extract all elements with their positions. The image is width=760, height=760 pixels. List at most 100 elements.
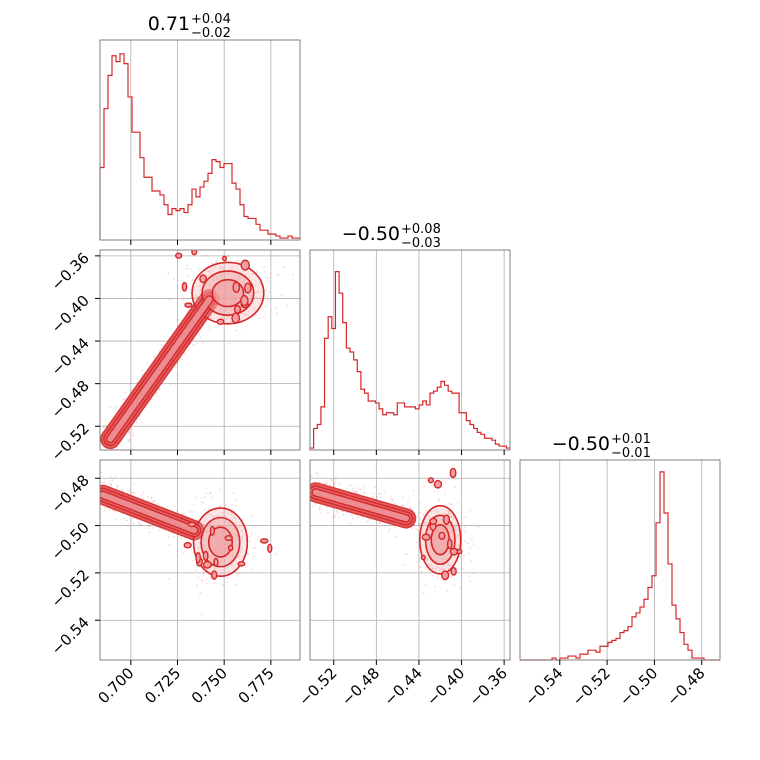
panel-title-value-1: −0.50 bbox=[342, 223, 400, 245]
sample-point bbox=[231, 552, 234, 554]
sample-point bbox=[141, 369, 143, 372]
panel-title-minus-1: −0.03 bbox=[401, 236, 441, 251]
sample-point bbox=[122, 490, 125, 492]
sample-point bbox=[93, 448, 95, 450]
sample-point bbox=[202, 573, 205, 576]
sample-point bbox=[444, 493, 447, 496]
sample-point bbox=[355, 491, 358, 494]
y-tick-label-1-2: −0.44 bbox=[48, 334, 93, 379]
sample-point bbox=[446, 508, 449, 511]
sample-point bbox=[316, 475, 319, 478]
sample-point bbox=[122, 397, 125, 400]
sample-point bbox=[238, 279, 241, 281]
sample-point bbox=[418, 522, 421, 525]
sample-point bbox=[422, 514, 425, 517]
sample-point bbox=[354, 491, 357, 494]
sample-point bbox=[247, 309, 250, 312]
sample-point bbox=[153, 399, 156, 401]
y-tick-label-1-0: −0.52 bbox=[48, 419, 93, 464]
sample-point bbox=[196, 296, 199, 299]
sample-point bbox=[254, 285, 257, 288]
sample-point bbox=[187, 349, 190, 352]
sample-point bbox=[457, 560, 460, 563]
sample-point bbox=[447, 564, 450, 567]
sample-point bbox=[131, 491, 134, 494]
sample-point bbox=[198, 593, 201, 596]
sample-point bbox=[324, 483, 327, 485]
sample-point bbox=[192, 510, 195, 512]
sample-point bbox=[432, 567, 434, 570]
sample-point bbox=[224, 317, 227, 320]
sample-point bbox=[250, 298, 252, 301]
sample-point bbox=[419, 566, 422, 568]
sample-point bbox=[426, 544, 429, 547]
sample-point bbox=[219, 310, 222, 313]
sample-point bbox=[356, 515, 359, 518]
sample-point bbox=[359, 488, 362, 491]
sample-point bbox=[96, 481, 98, 483]
sample-point bbox=[211, 559, 214, 561]
sample-point bbox=[264, 305, 267, 308]
sample-point bbox=[127, 439, 130, 441]
sample-point bbox=[234, 517, 237, 520]
sample-point bbox=[454, 486, 457, 488]
sample-point bbox=[116, 406, 119, 409]
sample-point bbox=[440, 559, 443, 562]
panel-title-value-0: 0.71 bbox=[148, 13, 190, 35]
scatter-panel-2-0 bbox=[96, 460, 300, 660]
sample-point bbox=[253, 315, 255, 318]
sample-point bbox=[253, 308, 256, 311]
sample-point bbox=[257, 535, 260, 538]
y-tick-label-2-1: −0.52 bbox=[48, 566, 93, 611]
sample-point bbox=[230, 564, 233, 567]
sample-point bbox=[182, 299, 185, 302]
sample-point bbox=[122, 399, 124, 401]
sample-point bbox=[207, 551, 210, 554]
sample-point bbox=[196, 584, 199, 586]
sample-point bbox=[467, 552, 470, 555]
sample-point bbox=[334, 481, 336, 484]
sample-point bbox=[391, 498, 394, 501]
sample-point bbox=[305, 487, 307, 489]
sample-point bbox=[167, 535, 170, 538]
sample-point bbox=[255, 532, 257, 535]
contour-island bbox=[233, 304, 242, 314]
y-tick-label-1-4: −0.36 bbox=[48, 249, 93, 294]
sample-point bbox=[401, 504, 404, 507]
sample-point bbox=[196, 342, 199, 345]
sample-point bbox=[415, 528, 418, 531]
sample-point bbox=[433, 585, 436, 588]
sample-point bbox=[166, 506, 169, 508]
sample-point bbox=[432, 558, 435, 560]
sample-point bbox=[306, 494, 308, 496]
sample-point bbox=[147, 527, 149, 529]
contour-island bbox=[209, 525, 216, 536]
sample-point bbox=[219, 560, 222, 563]
histogram-step-0 bbox=[99, 53, 300, 240]
sample-point bbox=[459, 586, 462, 589]
sample-point bbox=[239, 277, 241, 280]
sample-point bbox=[263, 269, 266, 272]
sample-point bbox=[450, 503, 453, 506]
sample-point bbox=[152, 526, 155, 529]
sample-point bbox=[97, 492, 99, 494]
sample-point bbox=[192, 289, 195, 292]
sample-point bbox=[452, 517, 455, 520]
sample-point bbox=[158, 387, 161, 390]
sample-point bbox=[220, 274, 223, 277]
sample-point bbox=[395, 536, 398, 538]
x-tick-label-1-4: −0.36 bbox=[466, 664, 511, 709]
sample-point bbox=[220, 512, 223, 514]
sample-point bbox=[128, 430, 131, 433]
sample-point bbox=[139, 524, 142, 527]
sample-point bbox=[325, 480, 328, 483]
sample-point bbox=[245, 325, 248, 328]
sample-point bbox=[227, 316, 230, 319]
sample-point bbox=[454, 526, 456, 529]
sample-point bbox=[250, 514, 253, 517]
sample-point bbox=[274, 307, 277, 310]
sample-point bbox=[226, 271, 229, 274]
sample-point bbox=[263, 316, 266, 319]
x-tick-label-1-0: −0.52 bbox=[295, 664, 340, 709]
